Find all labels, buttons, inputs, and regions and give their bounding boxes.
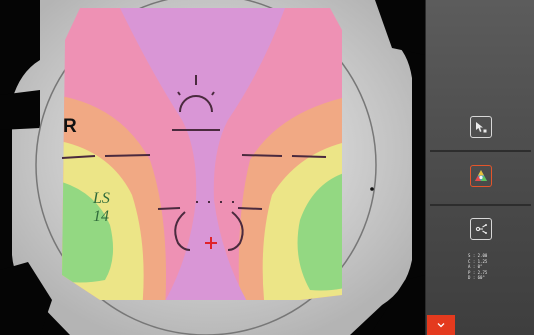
power-color-map: [62, 8, 342, 300]
cursor-icon: [476, 122, 487, 133]
readout-axis: A : 0°: [468, 264, 483, 270]
holder-notch-top-right: [375, 0, 425, 55]
lens-outline: [35, 0, 377, 335]
near-dash-right: [237, 207, 263, 210]
compare-tool-button[interactable]: [470, 218, 492, 240]
holder-notch-bottom-right: [370, 275, 425, 335]
horizontal-line-right-b: [291, 155, 327, 158]
lens-code-line2: 14: [93, 208, 109, 225]
readout-sphere: S : 2.00: [468, 253, 488, 258]
chevron-down-icon: [437, 323, 445, 328]
select-tool-button[interactable]: [470, 116, 492, 138]
lens-code-line1: LS: [92, 190, 110, 207]
horizontal-line-right-a: [241, 154, 283, 157]
lens-power-readout: S : 2.00 C : 1.25 A : 0° P : 2.75 D : 60…: [468, 253, 487, 281]
near-dash-left: [157, 207, 181, 210]
distance-circle-mark: [177, 91, 215, 113]
holder-notch-left: [0, 90, 40, 130]
color-map-icon: [475, 170, 487, 181]
lens-map-viewport: R LS 14: [0, 0, 425, 335]
side-panel: S : 2.00 C : 1.25 A : 0° P : 2.75 D : 60…: [425, 0, 534, 335]
eye-label: R: [63, 116, 77, 137]
reference-dot: [370, 187, 374, 191]
readout-direction: D : 60°: [468, 275, 485, 281]
lens-markings: [61, 75, 327, 251]
compare-icon: [475, 224, 487, 234]
horizontal-line-left-a: [61, 155, 96, 159]
near-arc-left: [174, 211, 191, 251]
fitting-cross: [205, 237, 217, 249]
readout-cylinder: C : 1.25: [468, 258, 488, 264]
color-map-tool-button[interactable]: [470, 165, 492, 187]
near-arc-right: [227, 211, 244, 251]
panel-separator: [430, 204, 531, 206]
holder-notch-bottom-left: [0, 262, 52, 335]
lens-map-canvas: R LS 14: [0, 0, 425, 335]
readout-prism: P : 2.75: [468, 269, 488, 275]
panel-separator: [430, 150, 531, 152]
action-button[interactable]: [427, 315, 455, 335]
horizontal-line-left-b: [104, 154, 151, 157]
